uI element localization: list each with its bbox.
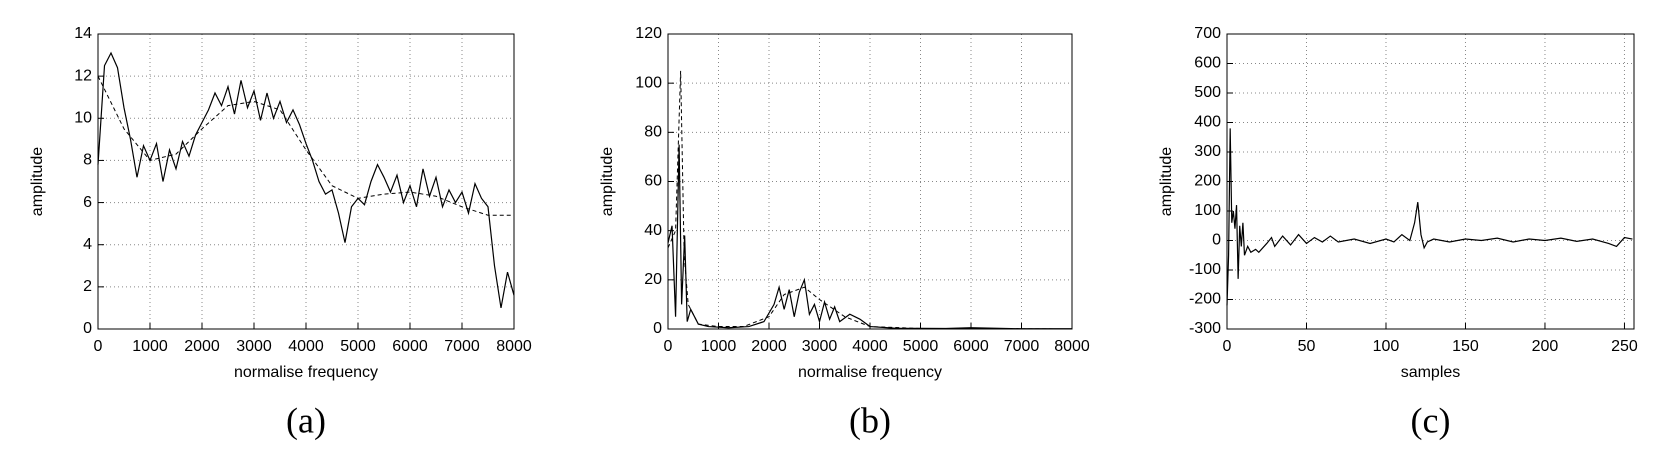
y-tick-label: 80 [644, 124, 662, 141]
x-tick-label: 200 [1532, 338, 1559, 355]
y-axis-label: amplitude [1158, 147, 1175, 216]
y-tick-label: -300 [1189, 320, 1221, 337]
x-tick-label: 4000 [852, 338, 888, 355]
x-tick-label: 5000 [340, 338, 376, 355]
x-tick-label: 0 [664, 338, 673, 355]
y-tick-label: 120 [635, 25, 662, 42]
y-tick-label: 0 [83, 320, 92, 337]
y-tick-label: 6 [83, 194, 92, 211]
y-axis-label: amplitude [29, 147, 46, 216]
caption: (a) [286, 400, 326, 440]
plot-frame [97, 33, 515, 330]
y-tick-label: 8 [83, 152, 92, 169]
x-tick-label: 8000 [1054, 338, 1090, 355]
x-tick-label: 6000 [392, 338, 428, 355]
plot-frame [1226, 33, 1635, 330]
x-tick-label: 4000 [288, 338, 324, 355]
y-tick-label: 600 [1194, 55, 1221, 72]
x-tick-label: 250 [1611, 338, 1638, 355]
y-tick-label: 700 [1194, 25, 1221, 42]
x-tick-label: 2000 [751, 338, 787, 355]
x-tick-label: 100 [1373, 338, 1400, 355]
x-tick-label: 7000 [444, 338, 480, 355]
plot-frame [667, 33, 1073, 330]
x-tick-label: 150 [1452, 338, 1479, 355]
y-tick-label: 2 [83, 278, 92, 295]
y-tick-label: -200 [1189, 291, 1221, 308]
y-tick-label: 100 [1194, 202, 1221, 219]
x-tick-label: 50 [1298, 338, 1316, 355]
caption: (c) [1411, 400, 1451, 440]
x-tick-label: 2000 [184, 338, 220, 355]
y-tick-label: 0 [653, 320, 662, 337]
y-tick-label: 10 [74, 110, 92, 127]
x-tick-label: 7000 [1004, 338, 1040, 355]
x-tick-label: 1000 [132, 338, 168, 355]
x-tick-label: 3000 [236, 338, 272, 355]
x-tick-label: 6000 [953, 338, 989, 355]
y-tick-label: 20 [644, 271, 662, 288]
y-tick-label: -100 [1189, 261, 1221, 278]
x-tick-label: 0 [1223, 338, 1232, 355]
x-axis-label: normalise frequency [234, 364, 378, 381]
y-tick-label: 400 [1194, 114, 1221, 131]
y-tick-label: 500 [1194, 84, 1221, 101]
y-tick-label: 14 [74, 25, 92, 42]
data-line [97, 51, 515, 309]
x-tick-label: 0 [94, 338, 103, 355]
caption: (b) [849, 400, 891, 440]
y-tick-label: 4 [83, 236, 92, 253]
data-line [667, 70, 1073, 330]
y-tick-label: 100 [635, 74, 662, 91]
y-tick-label: 200 [1194, 173, 1221, 190]
y-tick-label: 300 [1194, 143, 1221, 160]
data-line [667, 144, 1072, 330]
x-axis-label: samples [1401, 364, 1461, 381]
x-tick-label: 8000 [496, 338, 532, 355]
y-tick-label: 0 [1212, 232, 1221, 249]
x-tick-label: 5000 [903, 338, 939, 355]
data-line [1226, 128, 1633, 306]
y-tick-label: 12 [74, 67, 92, 84]
x-axis-label: normalise frequency [798, 364, 942, 381]
y-tick-label: 60 [644, 173, 662, 190]
x-tick-label: 3000 [802, 338, 838, 355]
y-tick-label: 40 [644, 222, 662, 239]
y-axis-label: amplitude [599, 147, 616, 216]
x-tick-label: 1000 [701, 338, 737, 355]
